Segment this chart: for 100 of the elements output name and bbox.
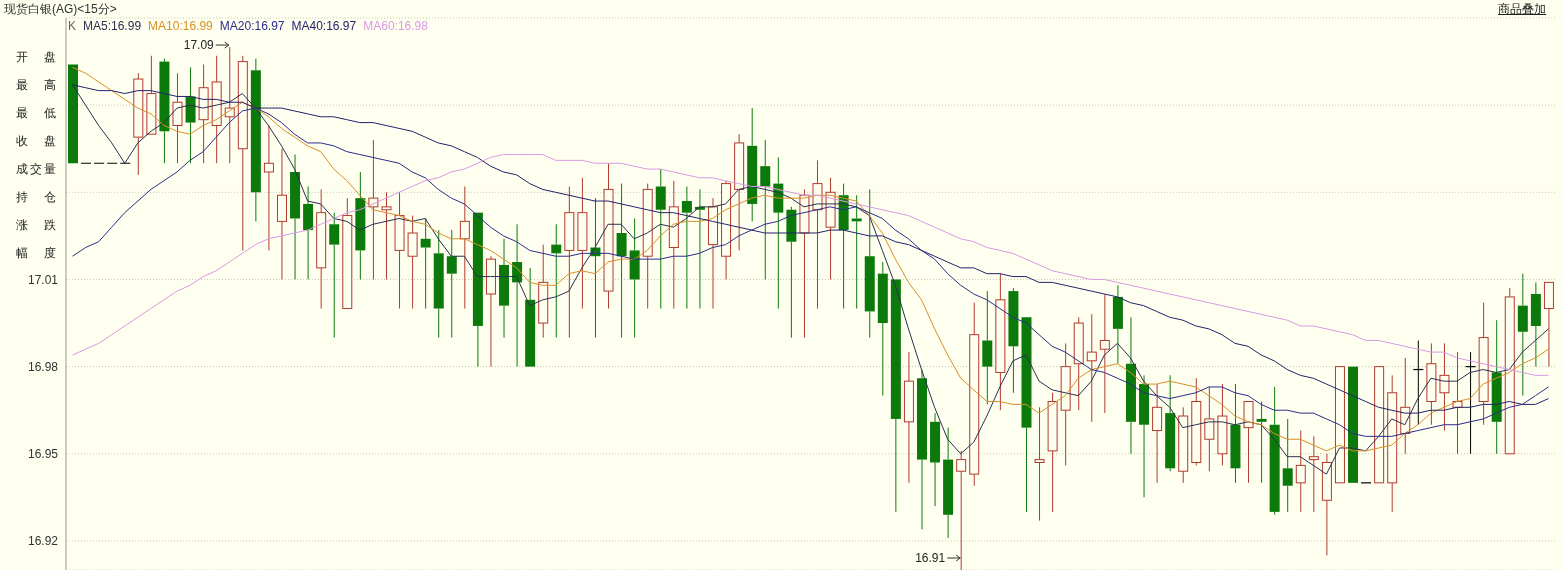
candlestick (564, 186, 575, 339)
candlestick (760, 139, 771, 280)
candlestick (1112, 284, 1123, 365)
candlestick (708, 197, 719, 310)
candlestick (525, 267, 536, 367)
text: MA40:16.97 (291, 19, 357, 33)
candlestick (1021, 317, 1032, 513)
candlestick (877, 261, 888, 397)
candlestick (420, 217, 431, 310)
text: MA10:16.99 (148, 19, 213, 33)
candlestick (1374, 366, 1385, 484)
y-tick-label: 16.95 (27, 447, 59, 462)
candlestick (930, 412, 941, 507)
candlestick (1217, 383, 1228, 466)
candlestick (1282, 418, 1293, 513)
text: 幅度 (16, 245, 56, 260)
candlestick (1230, 383, 1241, 484)
annotation: 16.91 (915, 551, 946, 566)
candlestick (250, 58, 261, 222)
candlestick (577, 177, 588, 310)
candlestick (459, 186, 470, 310)
candlestick (969, 302, 980, 487)
candlestick (1387, 374, 1398, 513)
candlestick (146, 55, 157, 135)
candlestick (1491, 319, 1502, 455)
candlestick (263, 124, 274, 251)
candlestick (890, 279, 901, 513)
candlestick (499, 238, 510, 339)
candlestick (603, 162, 614, 310)
candlestick (851, 194, 862, 310)
text: 持仓 (16, 189, 56, 204)
candlestick (1165, 374, 1176, 472)
candlestick (551, 223, 562, 339)
candlestick (185, 66, 196, 164)
candlestick (485, 255, 496, 368)
candlestick (1034, 406, 1045, 522)
text: 最低 (16, 105, 56, 120)
candlestick (1269, 386, 1280, 516)
text: 涨跌 (16, 217, 56, 232)
candlestick (159, 58, 170, 164)
candlestick (629, 217, 640, 339)
candlestick (812, 159, 823, 310)
candlestick (1530, 281, 1541, 368)
candlestick (995, 273, 1006, 411)
candlestick (1139, 374, 1150, 498)
text: 开盘 (16, 49, 56, 64)
text: MA20:16.97 (219, 19, 285, 33)
candlestick (172, 72, 183, 164)
candlestick (355, 171, 366, 280)
candlestick (1099, 293, 1110, 414)
candlestick (1060, 342, 1071, 466)
candlestick (68, 64, 78, 164)
candlestick (1243, 401, 1254, 484)
candlestick (211, 55, 222, 164)
chart-title: 现货白银(AG)<15分> (4, 1, 117, 18)
candlestick (655, 168, 666, 310)
candlestick (1295, 430, 1306, 513)
candlestick (1543, 281, 1554, 368)
candlestick (303, 186, 314, 280)
candlestick (1478, 302, 1489, 426)
candlestick (786, 206, 797, 339)
candlestick (446, 229, 457, 339)
text: MA60:16.98 (363, 19, 428, 33)
candlestick (290, 154, 301, 280)
candlestick (1321, 453, 1332, 556)
candlestick (394, 191, 405, 310)
candlestick (538, 244, 549, 339)
candlestick (342, 197, 353, 310)
line-series (72, 154, 1549, 376)
candlestick (1152, 383, 1163, 484)
candlestick (1125, 316, 1136, 455)
candlestick (982, 290, 993, 405)
text: MA5:16.99 (83, 19, 142, 33)
y-tick-label: 16.98 (27, 359, 59, 374)
candlestick (943, 427, 954, 539)
candlestick (368, 139, 379, 280)
candlestick (1348, 366, 1359, 483)
candlestick (198, 63, 209, 164)
annotation: 17.09 (183, 38, 215, 53)
candlestick (1334, 366, 1345, 484)
candlestick (1086, 313, 1097, 423)
y-tick-label: 17.01 (27, 272, 59, 287)
candlestick (864, 188, 875, 339)
candlestick (316, 188, 327, 310)
text: 成交量 (16, 160, 56, 178)
candlestick (1517, 273, 1528, 397)
candlestick (433, 229, 444, 339)
candlestick (1256, 400, 1267, 484)
candlestick (1426, 342, 1437, 426)
candlestick (1008, 287, 1019, 394)
legend-title: K (68, 19, 77, 33)
text: 最高 (16, 77, 56, 92)
candlestick (747, 107, 758, 222)
text: 收盘 (16, 133, 56, 148)
candlestick (616, 183, 627, 339)
candlestick (681, 186, 692, 310)
candlestick (734, 133, 745, 251)
text: 商品叠加 (1498, 1, 1546, 18)
candlestick (668, 180, 679, 310)
y-tick-label: 16.92 (27, 534, 59, 549)
